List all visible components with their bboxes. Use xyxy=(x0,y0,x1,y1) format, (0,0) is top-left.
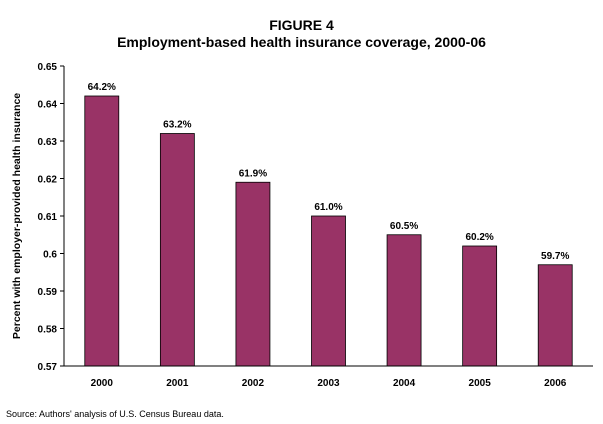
bar-chart: 0.57 0.58 0.59 0.6 0.61 0.62 0.63 0.64 0.65 64.2%… xyxy=(11,62,593,389)
data-label: 59.7% xyxy=(541,251,569,262)
y-tick-label: 0.62 xyxy=(38,175,58,186)
x-tick-label: 2006 xyxy=(544,378,567,389)
data-label: 61.9% xyxy=(239,168,267,179)
bar xyxy=(159,133,195,367)
data-label: 64.2% xyxy=(88,82,116,93)
x-tick-label: 2001 xyxy=(166,378,189,389)
x-tick-label: 2002 xyxy=(242,378,265,389)
bar xyxy=(386,234,422,367)
data-label: 63.2% xyxy=(163,120,191,131)
source-note: Source: Authors' analysis of U.S. Census… xyxy=(6,409,224,419)
data-label: 60.2% xyxy=(465,232,493,243)
bar xyxy=(235,181,271,367)
x-tick-label: 2004 xyxy=(393,378,416,389)
bar xyxy=(311,215,346,367)
y-axis-label: Percent with employer-provided health in… xyxy=(11,93,23,339)
y-tick-label: 0.64 xyxy=(38,100,58,111)
y-tick-label: 0.6 xyxy=(43,250,57,261)
data-label: 61.0% xyxy=(314,202,342,213)
bar xyxy=(537,264,573,367)
y-tick-label: 0.61 xyxy=(38,212,58,223)
y-tick-label: 0.59 xyxy=(38,287,58,298)
data-label: 60.5% xyxy=(390,221,418,232)
x-tick-label: 2003 xyxy=(317,378,340,389)
figure-label: FIGURE 4 xyxy=(269,17,334,33)
x-tick-label: 2005 xyxy=(469,378,492,389)
y-tick-label: 0.65 xyxy=(38,62,58,73)
chart-title: Employment-based health insurance covera… xyxy=(117,34,486,50)
y-tick-label: 0.63 xyxy=(38,137,58,148)
x-tick-label: 2000 xyxy=(91,378,114,389)
y-tick-label: 0.58 xyxy=(38,325,58,336)
bar xyxy=(84,95,120,367)
bar xyxy=(462,245,498,367)
y-tick-label: 0.57 xyxy=(38,362,58,373)
